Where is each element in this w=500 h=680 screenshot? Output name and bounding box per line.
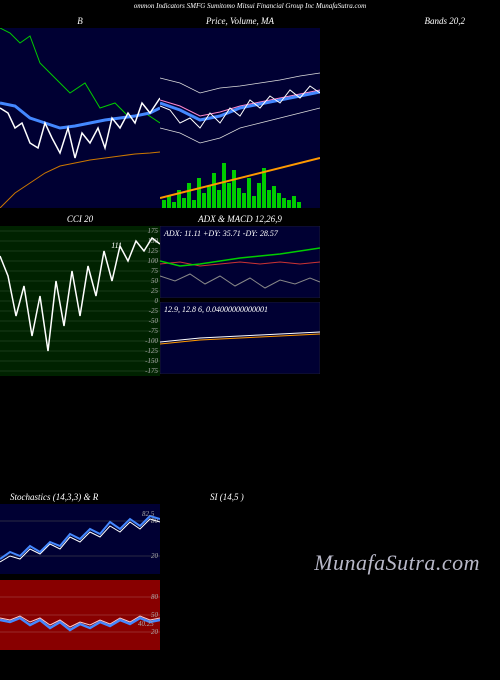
chart-trend (0, 28, 160, 208)
svg-text:50: 50 (151, 611, 159, 619)
svg-text:-50: -50 (149, 317, 159, 325)
watermark: MunafaSutra.com (314, 550, 480, 576)
svg-text:40.25: 40.25 (138, 620, 154, 628)
svg-text:-175: -175 (145, 367, 158, 375)
svg-text:82.5: 82.5 (142, 510, 155, 518)
adx-title: ADX & MACD 12,26,9 (160, 212, 320, 226)
svg-text:111: 111 (111, 241, 122, 250)
svg-text:50: 50 (151, 277, 159, 285)
chart1-title: B (0, 14, 160, 28)
svg-text:-100: -100 (145, 337, 158, 345)
svg-text:-75: -75 (149, 327, 159, 335)
cci-title: CCI 20 (0, 212, 160, 226)
svg-text:-125: -125 (145, 347, 158, 355)
svg-text:25: 25 (151, 287, 159, 295)
svg-text:12.9, 12.8: 12.9, 12.8 6, 0.04000000000001 (164, 305, 268, 314)
chart-adx-macd: ADX: 11.11 +DY: 35.71 -DY: 28.57 12.9, 1… (160, 226, 320, 376)
page-header: ommon Indicators SMFG Sumitomo Mitsui Fi… (0, 0, 500, 10)
svg-text:-150: -150 (145, 357, 158, 365)
svg-text:-25: -25 (149, 307, 159, 315)
chart-bollinger (160, 28, 320, 208)
svg-text:ADX: 11.11 +DY: 35.71 -DY: 28.: ADX: 11.11 +DY: 35.71 -DY: 28.57 (163, 229, 279, 238)
svg-text:20: 20 (151, 628, 159, 636)
chart-rsi: 80 50 2040.25 (0, 580, 500, 650)
chart2-title: Price, Volume, MA (160, 14, 320, 28)
svg-text:20: 20 (151, 552, 159, 560)
stoch-title: Stochastics (14,3,3) & R (0, 490, 180, 504)
svg-text:125: 125 (148, 247, 159, 255)
svg-text:100: 100 (148, 257, 159, 265)
svg-text:175: 175 (148, 227, 159, 235)
bands-label: Bands 20,2 (320, 14, 480, 28)
svg-text:80: 80 (151, 593, 159, 601)
chart-cci: 1751501251007550250-25-50-75-100-125-150… (0, 226, 160, 376)
svg-text:75: 75 (151, 267, 159, 275)
rsi-title: SI (14,5 ) (180, 490, 360, 504)
svg-text:0: 0 (155, 297, 159, 305)
